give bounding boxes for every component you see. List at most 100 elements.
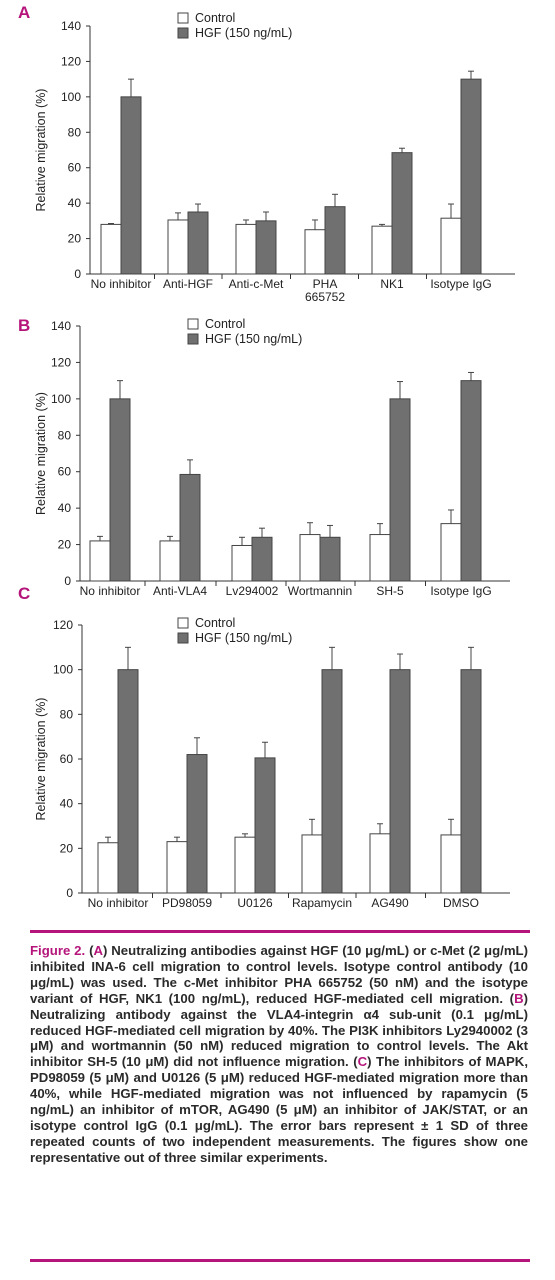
legend-swatch-control (187, 318, 199, 330)
y-tick-label: 80 (60, 707, 74, 721)
y-tick-label: 20 (58, 538, 72, 552)
figure-2-charts: A 0 20 40 60 80 100 120 140 Relative migration (%… (18, 3, 515, 910)
caption-panel-label: B (514, 990, 524, 1006)
x-tick-label: PD98059 (162, 896, 212, 910)
bar-hgf (186, 754, 208, 894)
x-tick-label: U0126 (237, 896, 273, 910)
bar-hgf (319, 536, 341, 582)
bar-hgf (179, 473, 201, 582)
bar-control (304, 229, 326, 275)
chart-panel-a: A 0 20 40 60 80 100 120 140 Relative migration (%… (18, 3, 515, 304)
bar-hgf (255, 220, 277, 275)
panel-letter: B (18, 316, 30, 335)
caption-top-rule (30, 930, 530, 933)
legend-swatch-control (177, 12, 189, 24)
x-tick-label: Rapamycin (292, 896, 352, 910)
y-tick-label: 20 (60, 841, 74, 855)
bar-control (234, 836, 256, 894)
figure-caption: Figure 2. (A) Neutralizing antibodies ag… (30, 943, 528, 1166)
chart-panel-b: B 0 20 40 60 80 100 120 140 Relative migration (%… (18, 316, 510, 598)
y-axis-label: Relative migration (%) (34, 89, 48, 212)
bar-control (301, 834, 323, 894)
bar-hgf (324, 206, 346, 275)
bar-hgf (120, 96, 142, 275)
caption-panel-label: A (93, 943, 103, 958)
panel-letter: C (18, 584, 30, 603)
y-axis-label: Relative migration (%) (34, 392, 48, 515)
bar-hgf (460, 380, 482, 582)
x-tick-label: AG490 (371, 896, 409, 910)
y-axis-label: Relative migration (%) (34, 698, 48, 821)
caption-text: ) The inhibitors of MAPK, PD98059 (5 μM)… (30, 1054, 528, 1165)
y-tick-label: 0 (64, 574, 71, 588)
bar-control (440, 834, 462, 894)
bar-hgf (460, 78, 482, 275)
bar-hgf (117, 669, 139, 894)
x-tick-label: No inhibitor (91, 277, 152, 291)
y-tick-label: 80 (58, 428, 72, 442)
x-tick-label: Isotype IgG (430, 277, 491, 291)
bar-hgf (389, 398, 411, 582)
x-tick-label: Anti-VLA4 (153, 584, 207, 598)
bar-hgf (109, 398, 131, 582)
bar-hgf (391, 152, 413, 275)
x-tick-label: 665752 (305, 290, 345, 304)
y-tick-label: 100 (61, 90, 81, 104)
y-tick-label: 60 (60, 752, 74, 766)
bar-control (97, 842, 119, 894)
y-tick-label: 140 (51, 319, 71, 333)
y-tick-label: 140 (61, 19, 81, 33)
bar-hgf (321, 669, 343, 894)
bar-control (299, 534, 321, 582)
x-tick-label: Anti-c-Met (229, 277, 284, 291)
legend-label-control: Control (195, 11, 235, 25)
y-tick-label: 0 (74, 267, 81, 281)
x-tick-label: DMSO (443, 896, 479, 910)
bar-hgf (251, 536, 273, 582)
figure-label: Figure 2. (30, 943, 86, 958)
y-tick-label: 120 (61, 54, 81, 68)
x-tick-label: NK1 (380, 277, 404, 291)
y-tick-label: 0 (66, 886, 73, 900)
legend-label-control: Control (205, 317, 245, 331)
y-tick-label: 40 (68, 196, 82, 210)
legend-label-hgf: HGF (150 ng/mL) (195, 26, 292, 40)
y-tick-label: 60 (58, 465, 72, 479)
bar-control (369, 833, 391, 894)
x-tick-label: Isotype IgG (430, 584, 491, 598)
caption-bottom-rule (30, 1259, 530, 1262)
bar-control (159, 540, 181, 582)
bar-control (89, 540, 111, 582)
caption-panel-label: C (357, 1054, 368, 1070)
y-tick-label: 120 (53, 618, 73, 632)
legend-swatch-hgf (187, 333, 199, 345)
panel-letter: A (18, 3, 30, 22)
y-tick-label: 100 (51, 392, 71, 406)
y-tick-label: 100 (53, 663, 73, 677)
bar-control (100, 223, 122, 275)
legend-label-hgf: HGF (150 ng/mL) (195, 631, 292, 645)
x-tick-label: SH-5 (376, 584, 404, 598)
bar-control (369, 534, 391, 582)
bar-control (440, 523, 462, 582)
x-tick-label: Anti-HGF (163, 277, 213, 291)
bar-hgf (254, 757, 276, 894)
bar-hgf (187, 211, 209, 275)
legend-swatch-control (177, 617, 189, 629)
bar-control (167, 219, 189, 275)
x-tick-label: Wortmannin (288, 584, 352, 598)
bar-hgf (389, 669, 411, 894)
y-tick-label: 80 (68, 125, 82, 139)
y-tick-label: 20 (68, 232, 82, 246)
bar-control (235, 223, 257, 275)
bar-hgf (460, 669, 482, 894)
y-tick-label: 40 (58, 501, 72, 515)
legend-label-hgf: HGF (150 ng/mL) (205, 332, 302, 346)
legend-label-control: Control (195, 616, 235, 630)
x-tick-label: Lv294002 (226, 584, 279, 598)
bar-control (371, 225, 393, 275)
bar-control (231, 544, 253, 582)
legend-swatch-hgf (177, 632, 189, 644)
bar-control (440, 217, 462, 275)
caption-text: ) Neutralizing antibodies against HGF (1… (30, 943, 528, 1006)
